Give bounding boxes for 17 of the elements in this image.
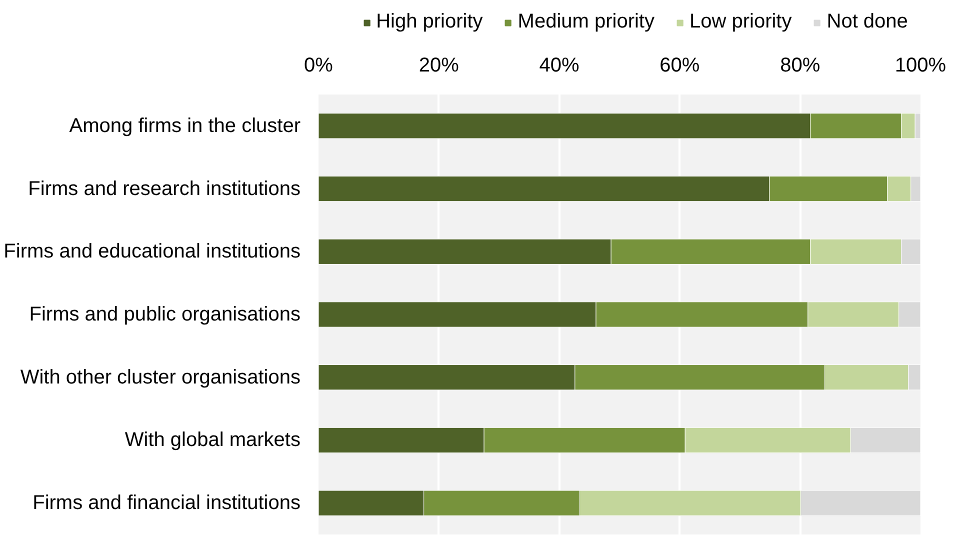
x-tick-label: 60% [660,54,700,76]
legend-label: Medium priority [518,10,654,34]
y-tick-label: Firms and educational institutions [4,240,301,263]
x-tick-label: 20% [418,54,460,76]
y-tick-label: With global markets [124,429,301,452]
y-tick-label: Firms and public organisations [29,304,301,326]
y-tick-label: With other cluster organisations [20,366,301,388]
y-tick-label: Firms and financial institutions [32,492,300,514]
legend-label: Low priority [689,10,792,34]
y-tick-label: Firms and research institutions [28,178,301,200]
x-tick-label: 80% [780,54,820,76]
y-tick-label: Among firms in the cluster [69,114,301,137]
x-tick-label: 0% [304,54,334,76]
x-tick-label: 40% [539,54,580,76]
legend-label: Not done [826,10,908,34]
legend-label: High priority [376,10,483,34]
x-tick-label: 100% [894,54,946,76]
